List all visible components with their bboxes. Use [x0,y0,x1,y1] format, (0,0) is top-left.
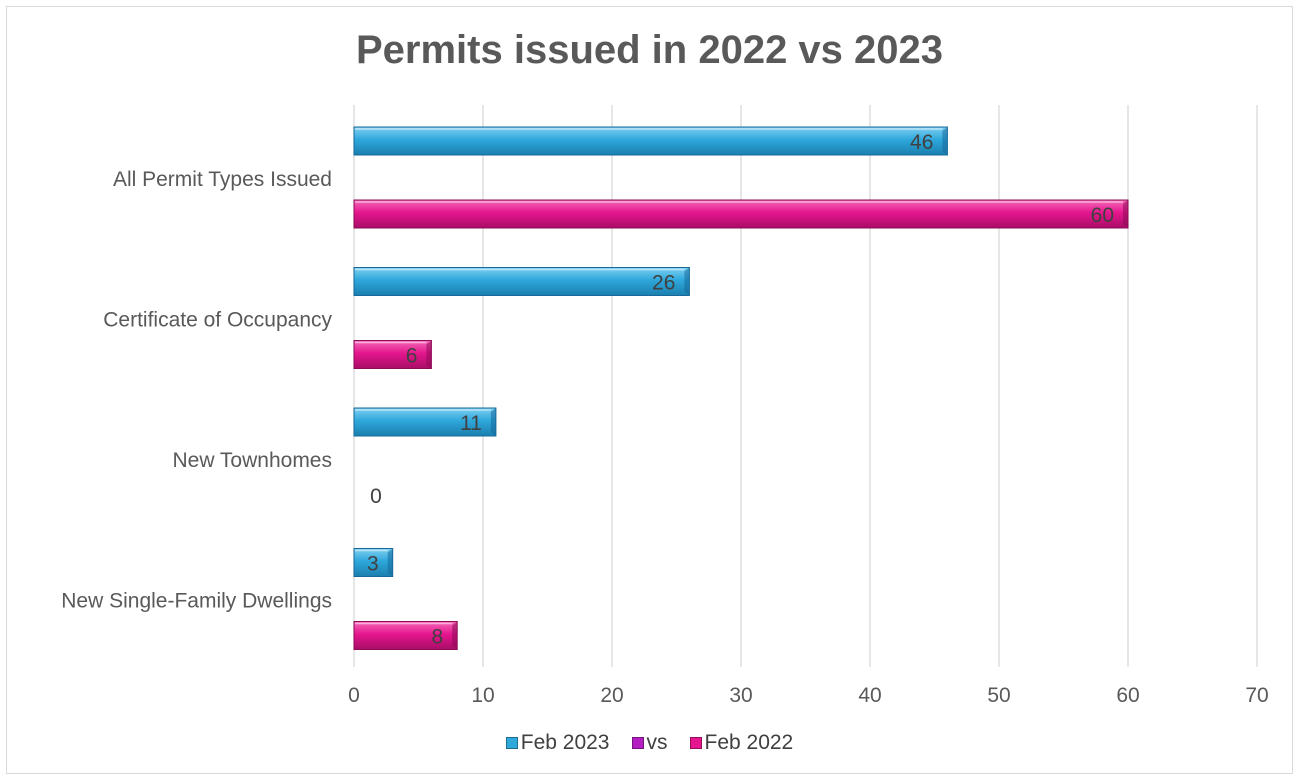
data-label: 6 [406,345,418,368]
x-tick-label: 30 [729,684,752,707]
data-label: 46 [910,131,933,154]
data-label: 60 [1091,204,1114,227]
bar-bevel [387,548,393,577]
bar [353,340,432,369]
x-tick-label: 10 [471,684,494,707]
bar-bevel [942,127,948,155]
legend-label: Feb 2023 [520,731,610,754]
bar-bevel [490,408,496,436]
bar-bevel [684,267,690,296]
y-category-label: New Single-Family Dwellings [61,590,332,613]
x-tick-label: 60 [1116,684,1139,707]
x-tick-label: 40 [858,684,881,707]
legend-item: Feb 2022 [689,731,794,755]
bar [353,548,394,577]
legend-label: vs [646,731,668,754]
data-label: 8 [432,626,444,649]
chart-legend: Feb 2023 vs Feb 2022 [0,731,1299,755]
data-label: 26 [652,272,675,295]
legend-label: Feb 2022 [704,731,794,754]
legend-item: Feb 2023 [505,731,610,755]
x-tick-label: 0 [348,684,360,707]
legend-swatch [505,737,518,749]
x-tick-label: 50 [987,684,1010,707]
bar-bevel [452,621,458,650]
bar [353,199,1129,229]
bar-bevel [426,340,432,369]
bar-bevel [1123,200,1128,228]
legend-swatch [689,737,702,749]
x-tick-label: 20 [600,684,623,707]
y-category-label: New Townhomes [172,449,332,472]
y-category-label: All Permit Types Issued [113,168,332,191]
x-tick-label: 70 [1245,684,1268,707]
legend-swatch [631,737,644,749]
data-label: 0 [370,485,382,508]
y-category-label: Certificate of Occupancy [103,309,332,332]
data-label: 11 [460,412,482,435]
legend-item: vs [631,731,668,755]
chart-title: Permits issued in 2022 vs 2023 [355,28,944,72]
bar [353,267,690,296]
data-label: 3 [367,553,379,576]
bar [353,126,948,156]
